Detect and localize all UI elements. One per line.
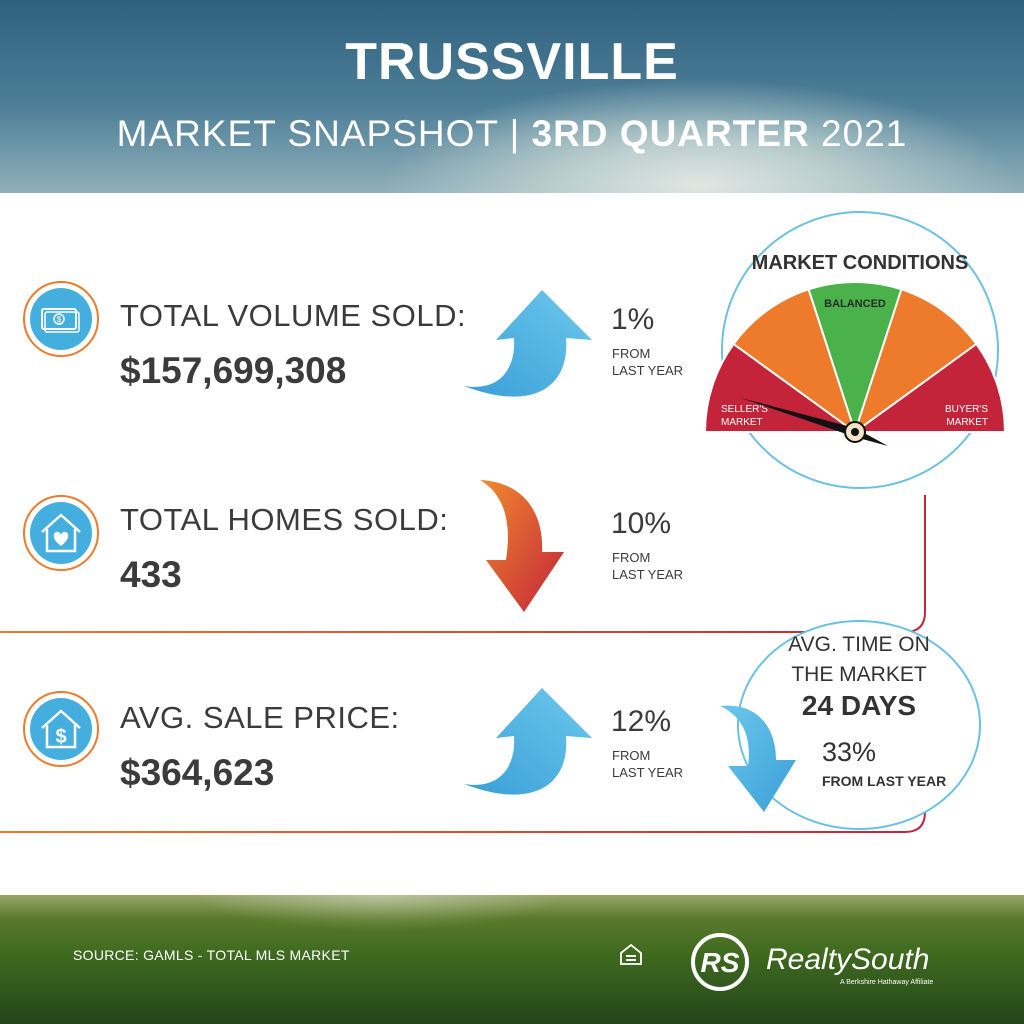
stat-change-note-volume: FROM LAST YEAR <box>612 345 683 379</box>
stat-value-homes: 433 <box>120 554 182 595</box>
stat-change-note-price: FROM LAST YEAR <box>612 747 683 781</box>
subtitle-left: MARKET SNAPSHOT | <box>116 113 532 154</box>
stat-change-volume: 1% <box>611 303 655 336</box>
gauge-label-seller-1: SELLER'S <box>721 404 768 415</box>
subtitle-year: 2021 <box>809 113 908 154</box>
house-dollar-icon: $ <box>23 691 99 767</box>
gauge-label-balanced: BALANCED <box>824 298 886 310</box>
stat-value-price: $364,623 <box>120 752 275 793</box>
stat-change-homes: 10% <box>611 507 672 540</box>
house-heart-icon <box>23 495 99 571</box>
time-on-market-change-note: FROM LAST YEAR <box>822 773 947 789</box>
svg-text:$: $ <box>55 726 66 748</box>
time-label-line1: AVG. TIME ON <box>788 633 930 656</box>
gauge-label-buyer-2: MARKET <box>946 417 988 428</box>
footer-banner: SOURCE: GAMLS - TOTAL MLS MARKET RS Real… <box>0 895 1024 1024</box>
stat-label-homes: TOTAL HOMES SOLD: <box>120 502 449 537</box>
down-arrow-icon <box>720 705 796 812</box>
stat-value-volume: $157,699,308 <box>120 350 347 391</box>
market-conditions-gauge: BALANCED SELLER'S MARKET BUYER'S MARKET <box>705 211 1007 489</box>
up-arrow-icon <box>464 688 592 795</box>
time-on-market-circle <box>737 620 981 830</box>
down-arrow-icon <box>480 480 564 612</box>
last-year-text: LAST YEAR <box>612 765 684 780</box>
time-label-line2: THE MARKET <box>791 663 927 686</box>
stat-label-volume: TOTAL VOLUME SOLD: <box>120 298 467 333</box>
time-on-market-days: 24 DAYS <box>801 690 917 721</box>
up-arrow-icon <box>464 290 592 397</box>
stat-change-price: 12% <box>611 705 672 738</box>
last-year-text: LAST YEAR <box>612 567 684 582</box>
page-subtitle: MARKET SNAPSHOT | 3RD QUARTER 2021 <box>0 113 1024 155</box>
market-conditions-title: MARKET CONDITIONS <box>751 252 969 274</box>
time-on-market-label: AVG. TIME ON THE MARKET <box>737 630 981 690</box>
subtitle-quarter: 3RD QUARTER <box>531 113 810 154</box>
time-on-market-change: 33% <box>822 737 877 767</box>
gauge-label-buyer-1: BUYER'S <box>945 404 988 415</box>
equal-housing-icon <box>620 943 642 965</box>
realtysouth-logo: RS RealtySouth A Berkshire Hathaway Affi… <box>691 933 933 991</box>
source-note: SOURCE: GAMLS - TOTAL MLS MARKET <box>73 947 350 963</box>
logo-tagline: A Berkshire Hathaway Affiliate <box>840 979 933 986</box>
gauge-label-seller-2: MARKET <box>721 417 763 428</box>
stat-change-note-homes: FROM LAST YEAR <box>612 549 683 583</box>
from-text: FROM <box>612 550 651 565</box>
logo-brand: RealtySouth <box>766 943 929 976</box>
svg-text:$: $ <box>57 315 62 324</box>
last-year-text: LAST YEAR <box>612 363 684 378</box>
page-title: TRUSSVILLE <box>345 33 679 91</box>
money-icon: $ <box>23 281 99 357</box>
from-text: FROM <box>612 346 651 361</box>
logo-initials: RS <box>701 947 740 978</box>
header-banner: TRUSSVILLE MARKET SNAPSHOT | 3RD QUARTER… <box>0 0 1024 193</box>
stat-label-price: AVG. SALE PRICE: <box>120 700 400 735</box>
from-text: FROM <box>612 748 651 763</box>
